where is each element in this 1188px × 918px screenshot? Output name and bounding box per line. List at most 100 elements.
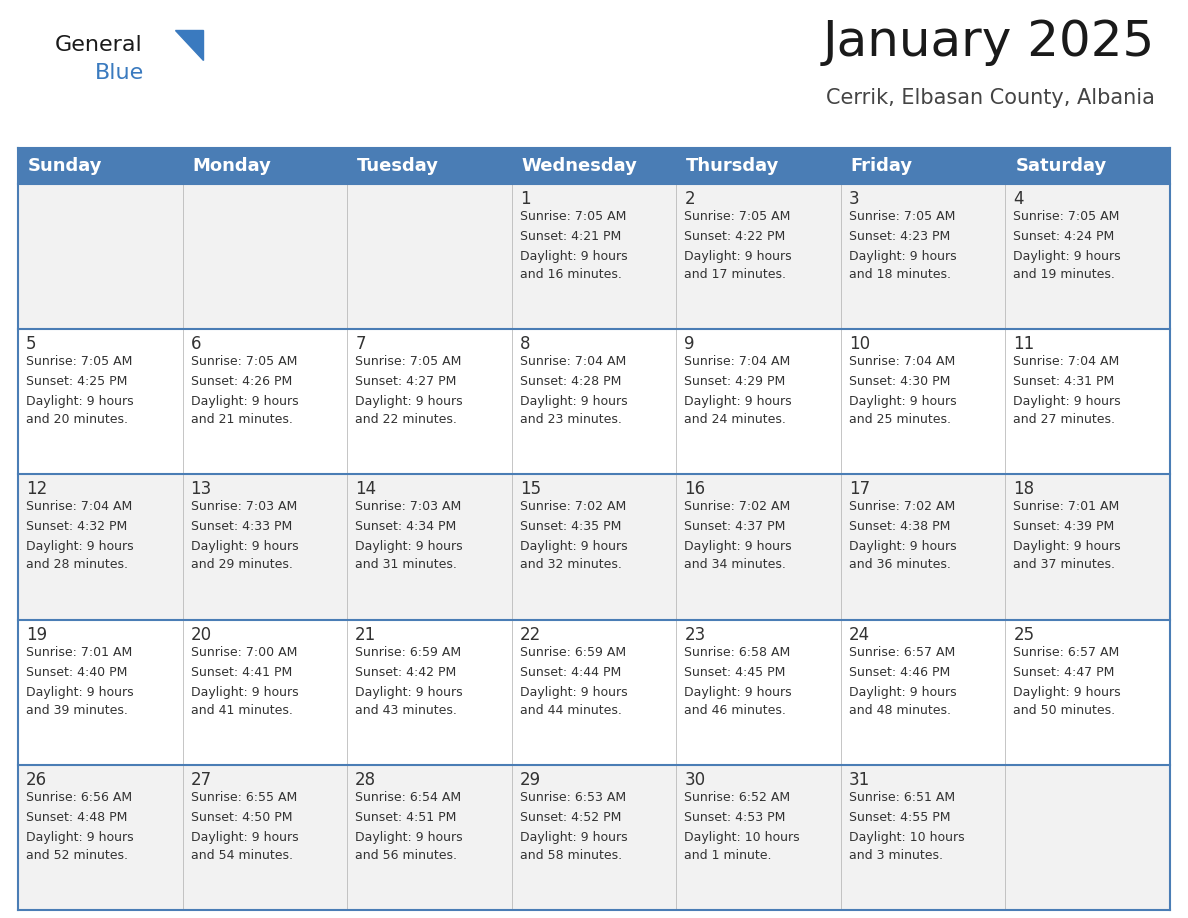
Text: Sunrise: 7:01 AM: Sunrise: 7:01 AM [1013,500,1119,513]
Text: 28: 28 [355,771,377,789]
Text: 22: 22 [519,625,541,644]
Text: Daylight: 9 hours: Daylight: 9 hours [190,541,298,554]
Text: Sunrise: 7:02 AM: Sunrise: 7:02 AM [519,500,626,513]
Text: Sunset: 4:29 PM: Sunset: 4:29 PM [684,375,785,388]
Bar [18,184,183,330]
Text: Sunrise: 6:53 AM: Sunrise: 6:53 AM [519,790,626,804]
Text: 13: 13 [190,480,211,498]
Text: Sunrise: 7:02 AM: Sunrise: 7:02 AM [849,500,955,513]
Bar [18,475,183,620]
Text: Sunrise: 7:03 AM: Sunrise: 7:03 AM [355,500,461,513]
Text: Sunset: 4:42 PM: Sunset: 4:42 PM [355,666,456,678]
Text: Sunrise: 6:57 AM: Sunrise: 6:57 AM [849,645,955,658]
Text: Sunrise: 6:55 AM: Sunrise: 6:55 AM [190,790,297,804]
Text: Sunset: 4:46 PM: Sunset: 4:46 PM [849,666,950,678]
Text: Sunset: 4:30 PM: Sunset: 4:30 PM [849,375,950,388]
Text: Daylight: 9 hours: Daylight: 9 hours [684,541,792,554]
Text: and 3 minutes.: and 3 minutes. [849,849,943,862]
Bar [1005,148,1170,184]
Bar [1005,184,1170,330]
Text: Daylight: 9 hours: Daylight: 9 hours [26,541,133,554]
Text: and 22 minutes.: and 22 minutes. [355,413,457,426]
Text: Sunset: 4:27 PM: Sunset: 4:27 PM [355,375,456,388]
Text: Sunset: 4:22 PM: Sunset: 4:22 PM [684,230,785,243]
Bar [512,148,676,184]
Text: 8: 8 [519,335,530,353]
Text: Sunrise: 7:02 AM: Sunrise: 7:02 AM [684,500,790,513]
Text: 5: 5 [26,335,37,353]
Text: Daylight: 9 hours: Daylight: 9 hours [190,686,298,699]
Text: and 41 minutes.: and 41 minutes. [190,703,292,717]
Bar [512,330,676,475]
Text: and 36 minutes.: and 36 minutes. [849,558,950,571]
Bar [1005,330,1170,475]
Bar [841,620,1005,765]
Text: Daylight: 9 hours: Daylight: 9 hours [26,686,133,699]
Text: Sunday: Sunday [29,157,102,175]
Text: Sunrise: 7:01 AM: Sunrise: 7:01 AM [26,645,132,658]
Text: January 2025: January 2025 [823,18,1155,66]
Bar [18,765,183,910]
Text: and 19 minutes.: and 19 minutes. [1013,268,1116,281]
Bar [347,184,512,330]
Text: Sunrise: 6:51 AM: Sunrise: 6:51 AM [849,790,955,804]
Bar [676,765,841,910]
Text: Sunrise: 7:04 AM: Sunrise: 7:04 AM [1013,355,1119,368]
Text: Sunset: 4:37 PM: Sunset: 4:37 PM [684,521,785,533]
Text: and 27 minutes.: and 27 minutes. [1013,413,1116,426]
Text: Sunset: 4:25 PM: Sunset: 4:25 PM [26,375,127,388]
Text: Sunrise: 7:04 AM: Sunrise: 7:04 AM [684,355,790,368]
Text: and 37 minutes.: and 37 minutes. [1013,558,1116,571]
Text: 29: 29 [519,771,541,789]
Text: and 50 minutes.: and 50 minutes. [1013,703,1116,717]
Text: Sunset: 4:35 PM: Sunset: 4:35 PM [519,521,621,533]
Text: Daylight: 9 hours: Daylight: 9 hours [519,831,627,844]
Text: Blue: Blue [95,63,144,83]
Text: Sunset: 4:40 PM: Sunset: 4:40 PM [26,666,127,678]
Text: 30: 30 [684,771,706,789]
Text: Sunset: 4:24 PM: Sunset: 4:24 PM [1013,230,1114,243]
Text: and 31 minutes.: and 31 minutes. [355,558,457,571]
Text: 25: 25 [1013,625,1035,644]
Text: Monday: Monday [192,157,271,175]
Text: Daylight: 9 hours: Daylight: 9 hours [519,250,627,263]
Text: Daylight: 9 hours: Daylight: 9 hours [519,686,627,699]
Text: and 23 minutes.: and 23 minutes. [519,413,621,426]
Text: and 18 minutes.: and 18 minutes. [849,268,950,281]
Bar [676,148,841,184]
Text: 24: 24 [849,625,870,644]
Bar [347,330,512,475]
Text: 6: 6 [190,335,201,353]
Text: and 34 minutes.: and 34 minutes. [684,558,786,571]
Bar [841,475,1005,620]
Text: Daylight: 9 hours: Daylight: 9 hours [355,686,463,699]
Bar [347,475,512,620]
Text: 23: 23 [684,625,706,644]
Text: and 52 minutes.: and 52 minutes. [26,849,128,862]
Text: 27: 27 [190,771,211,789]
Text: Daylight: 9 hours: Daylight: 9 hours [1013,541,1121,554]
Text: Daylight: 10 hours: Daylight: 10 hours [684,831,800,844]
Text: Sunrise: 7:05 AM: Sunrise: 7:05 AM [519,210,626,223]
Text: Daylight: 9 hours: Daylight: 9 hours [26,396,133,409]
Bar [347,148,512,184]
Text: and 56 minutes.: and 56 minutes. [355,849,457,862]
Bar [676,475,841,620]
Text: and 48 minutes.: and 48 minutes. [849,703,950,717]
Text: Daylight: 9 hours: Daylight: 9 hours [355,541,463,554]
Text: 11: 11 [1013,335,1035,353]
Text: 9: 9 [684,335,695,353]
Bar [1005,475,1170,620]
Text: and 58 minutes.: and 58 minutes. [519,849,621,862]
Text: General: General [55,35,143,55]
Bar [512,620,676,765]
Text: Daylight: 9 hours: Daylight: 9 hours [849,686,956,699]
Bar [347,765,512,910]
Text: Sunset: 4:23 PM: Sunset: 4:23 PM [849,230,950,243]
Text: Sunset: 4:26 PM: Sunset: 4:26 PM [190,375,292,388]
Bar [512,184,676,330]
Text: Sunset: 4:53 PM: Sunset: 4:53 PM [684,811,785,823]
Text: Sunset: 4:55 PM: Sunset: 4:55 PM [849,811,950,823]
Text: Daylight: 9 hours: Daylight: 9 hours [190,396,298,409]
Text: and 16 minutes.: and 16 minutes. [519,268,621,281]
